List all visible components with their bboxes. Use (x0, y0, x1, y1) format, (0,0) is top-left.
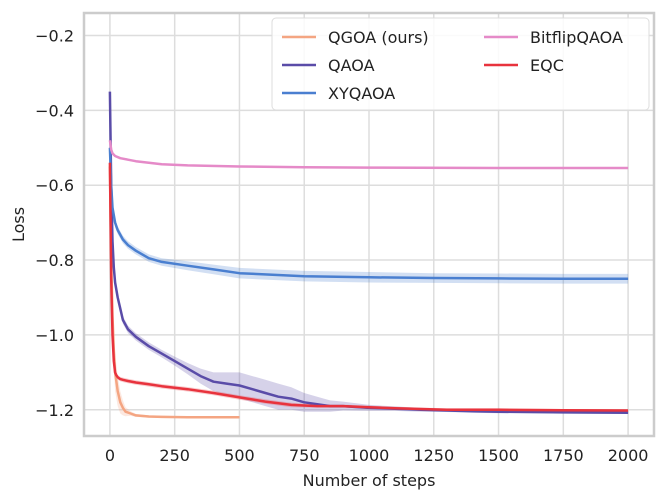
series-line-bitflipqaoa (108, 140, 629, 170)
y-tick-label: −1.2 (35, 401, 74, 420)
x-tick-label: 1250 (413, 446, 454, 465)
legend-label: QAOA (328, 56, 375, 75)
y-tick-label: −0.6 (35, 176, 74, 195)
legend-label: QGOA (ours) (328, 28, 429, 47)
series-line-eqc (108, 162, 629, 412)
series-line-xyqaoa (108, 147, 629, 281)
y-tick-label: −0.8 (35, 251, 74, 270)
x-tick-label: 250 (159, 446, 190, 465)
y-tick-label: −1.0 (35, 326, 74, 345)
plot-frame (82, 11, 656, 438)
legend-item-bitflipqaoa: BitflipQAOA (484, 28, 623, 47)
x-tick-label: 500 (224, 446, 255, 465)
x-tick-label: 1000 (349, 446, 390, 465)
legend: QGOA (ours) QAOA XYQAOA BitflipQAOA EQC (271, 17, 650, 111)
y-axis-label: Loss (9, 207, 28, 242)
legend-label: XYQAOA (328, 84, 395, 103)
x-tick-label: 2000 (608, 446, 649, 465)
x-axis-ticks: 0 250 500 750 1000 1250 1500 1750 2000 (105, 446, 649, 465)
y-axis-ticks: −0.2 −0.4 −0.6 −0.8 −1.0 −1.2 (35, 26, 74, 419)
legend-item-qaoa: QAOA (282, 56, 375, 75)
series-lines (108, 91, 629, 419)
legend-label: BitflipQAOA (530, 28, 623, 47)
legend-item-qgoa-ours: QGOA (ours) (282, 28, 429, 47)
x-tick-label: 1750 (543, 446, 584, 465)
y-tick-label: −0.2 (35, 26, 74, 45)
legend-label: EQC (530, 56, 564, 75)
legend-box (271, 17, 650, 111)
y-tick-label: −0.4 (35, 101, 74, 120)
x-tick-label: 0 (105, 446, 115, 465)
x-tick-label: 750 (289, 446, 320, 465)
legend-item-eqc: EQC (484, 56, 564, 75)
x-tick-label: 1500 (478, 446, 519, 465)
legend-item-xyqaoa: XYQAOA (282, 84, 395, 103)
x-axis-label: Number of steps (303, 471, 436, 490)
